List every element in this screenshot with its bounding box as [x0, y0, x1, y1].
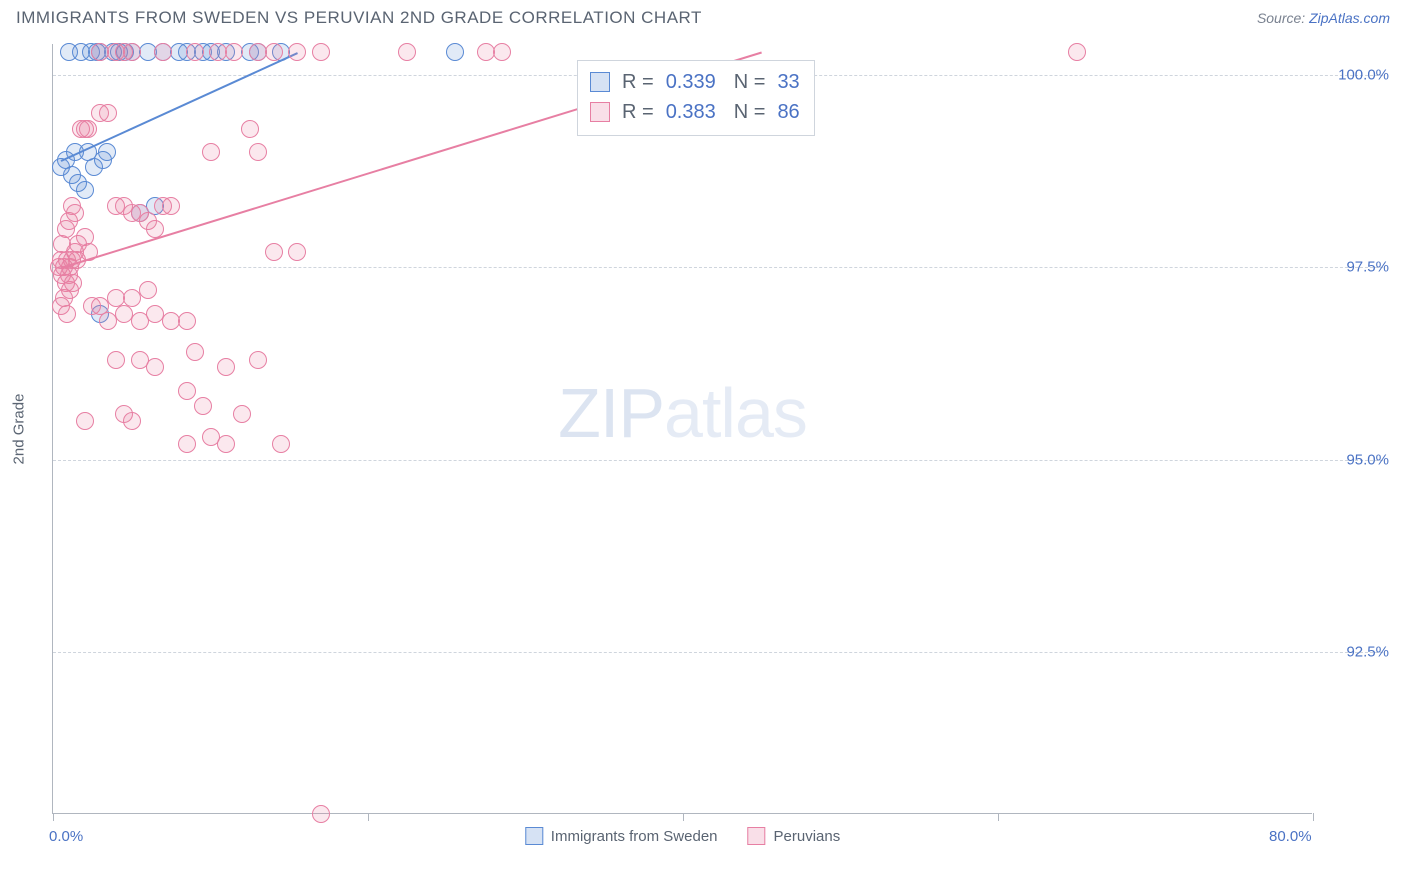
legend-label-sweden: Immigrants from Sweden: [551, 828, 718, 845]
data-point-peruvians: [1068, 43, 1086, 61]
data-point-peruvians: [233, 405, 251, 423]
data-point-peruvians: [241, 120, 259, 138]
gridline: [53, 267, 1383, 268]
data-point-peruvians: [146, 358, 164, 376]
data-point-peruvians: [139, 281, 157, 299]
data-point-peruvians: [312, 43, 330, 61]
data-point-peruvians: [178, 382, 196, 400]
data-point-peruvians: [312, 805, 330, 823]
data-point-peruvians: [202, 143, 220, 161]
stats-box: R = 0.339 N = 33 R = 0.383 N = 86: [577, 60, 815, 136]
data-point-peruvians: [61, 281, 79, 299]
data-point-peruvians: [178, 435, 196, 453]
data-point-peruvians: [154, 43, 172, 61]
stat-r-label: R =: [622, 67, 654, 97]
data-point-peruvians: [115, 405, 133, 423]
data-point-peruvians: [76, 412, 94, 430]
data-point-peruvians: [178, 312, 196, 330]
data-point-peruvians: [288, 43, 306, 61]
stat-r-label: R =: [622, 97, 654, 127]
x-tick: [998, 813, 999, 821]
stat-n-value-sweden: 33: [777, 67, 799, 97]
scatter-plot: 2nd Grade ZIPatlas Immigrants from Swede…: [52, 44, 1312, 814]
data-point-peruvians: [66, 204, 84, 222]
x-tick-label: 80.0%: [1269, 828, 1312, 845]
watermark: ZIPatlas: [558, 373, 807, 453]
stat-n-label: N =: [734, 67, 766, 97]
data-point-peruvians: [249, 351, 267, 369]
legend-swatch-peruvians: [748, 827, 766, 845]
x-tick: [368, 813, 369, 821]
y-tick-label: 100.0%: [1323, 66, 1389, 83]
data-point-peruvians: [186, 343, 204, 361]
data-point-sweden: [446, 43, 464, 61]
source-link[interactable]: ZipAtlas.com: [1309, 10, 1390, 26]
legend-label-peruvians: Peruvians: [774, 828, 841, 845]
data-point-peruvians: [265, 43, 283, 61]
stat-r-value-sweden: 0.339: [666, 67, 716, 97]
data-point-peruvians: [123, 43, 141, 61]
legend-item-sweden[interactable]: Immigrants from Sweden: [525, 827, 718, 845]
chart-area: 2nd Grade ZIPatlas Immigrants from Swede…: [52, 44, 1390, 824]
watermark-light: atlas: [664, 374, 807, 452]
y-tick-label: 97.5%: [1323, 259, 1389, 276]
gridline: [53, 652, 1383, 653]
stat-n-label: N =: [734, 97, 766, 127]
chart-title: IMMIGRANTS FROM SWEDEN VS PERUVIAN 2ND G…: [16, 8, 702, 28]
x-tick: [683, 813, 684, 821]
y-tick-label: 95.0%: [1323, 451, 1389, 468]
legend-swatch-sweden: [525, 827, 543, 845]
legend-item-peruvians[interactable]: Peruvians: [748, 827, 841, 845]
data-point-peruvians: [225, 43, 243, 61]
source-prefix: Source:: [1257, 10, 1309, 26]
y-axis-label: 2nd Grade: [11, 393, 28, 464]
y-tick-label: 92.5%: [1323, 644, 1389, 661]
data-point-peruvians: [493, 43, 511, 61]
x-tick: [53, 813, 54, 821]
data-point-peruvians: [194, 397, 212, 415]
data-point-peruvians: [99, 104, 117, 122]
legend: Immigrants from Sweden Peruvians: [525, 827, 840, 845]
stats-row-sweden: R = 0.339 N = 33: [590, 67, 800, 97]
data-point-sweden: [85, 158, 103, 176]
data-point-peruvians: [58, 305, 76, 323]
data-point-peruvians: [186, 43, 204, 61]
chart-header: IMMIGRANTS FROM SWEDEN VS PERUVIAN 2ND G…: [0, 0, 1406, 34]
data-point-peruvians: [217, 358, 235, 376]
data-point-sweden: [76, 181, 94, 199]
data-point-sweden: [98, 143, 116, 161]
data-point-peruvians: [217, 435, 235, 453]
stat-n-value-peruvians: 86: [777, 97, 799, 127]
gridline: [53, 460, 1383, 461]
data-point-peruvians: [162, 197, 180, 215]
legend-swatch-sweden: [590, 72, 610, 92]
watermark-bold: ZIP: [558, 374, 664, 452]
data-point-peruvians: [249, 143, 267, 161]
data-point-peruvians: [272, 435, 290, 453]
data-point-peruvians: [288, 243, 306, 261]
data-point-peruvians: [398, 43, 416, 61]
x-tick: [1313, 813, 1314, 821]
source-attribution: Source: ZipAtlas.com: [1257, 10, 1390, 26]
data-point-peruvians: [107, 351, 125, 369]
x-tick-label: 0.0%: [49, 828, 83, 845]
legend-swatch-peruvians: [590, 102, 610, 122]
stat-r-value-peruvians: 0.383: [666, 97, 716, 127]
data-point-peruvians: [79, 120, 97, 138]
stats-row-peruvians: R = 0.383 N = 86: [590, 97, 800, 127]
data-point-peruvians: [265, 243, 283, 261]
